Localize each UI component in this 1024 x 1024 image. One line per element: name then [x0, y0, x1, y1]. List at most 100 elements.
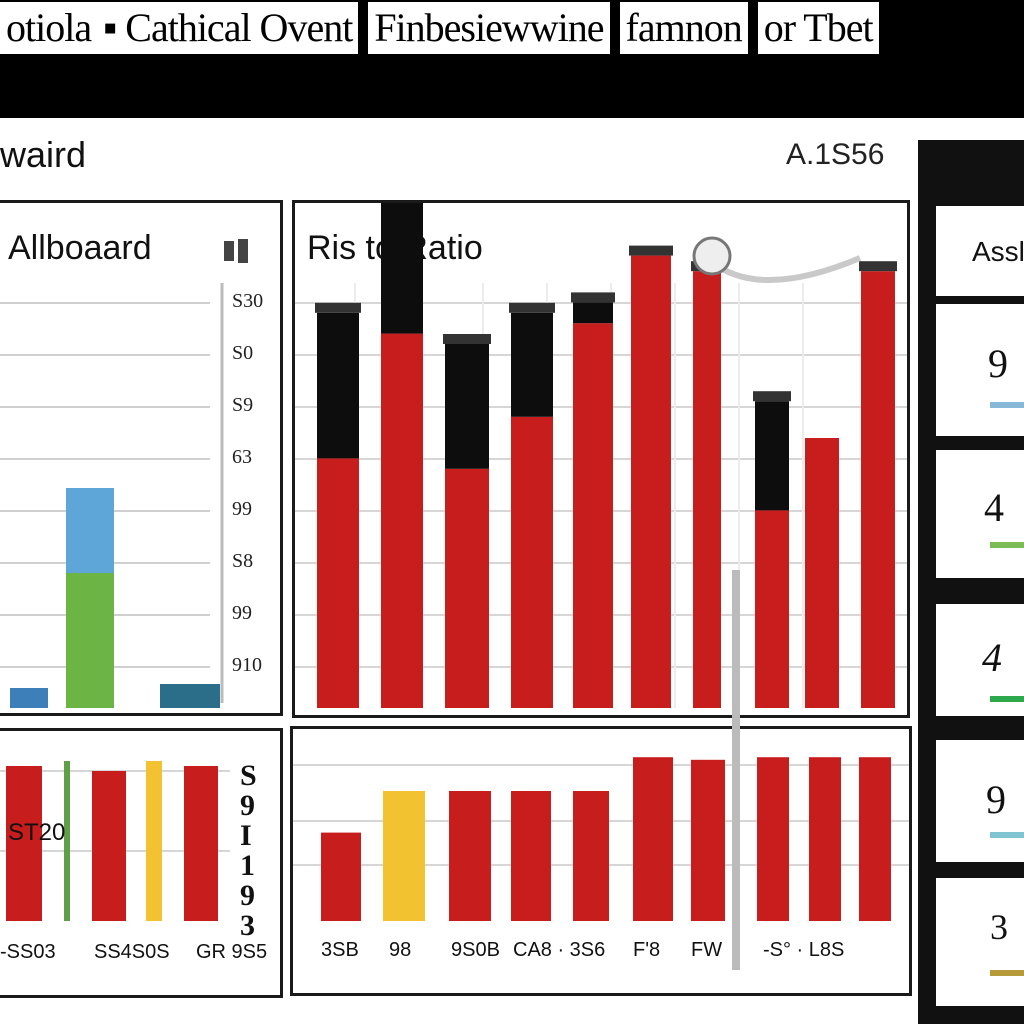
bar: [92, 771, 126, 921]
bar-black: [755, 401, 789, 511]
panel-title: Allboaard: [8, 229, 152, 267]
app-title: otiola ▪ Cathical Ovent Finbesiewwine famno…: [0, 2, 1024, 54]
side-label: I: [240, 819, 252, 852]
y-tick-label: 910: [232, 654, 262, 676]
kpi-accent-bar: [990, 402, 1024, 408]
y-tick-label: 63: [232, 446, 252, 468]
title-word-4: famnon: [619, 2, 748, 54]
title-bar: otiola ▪ Cathical Ovent Finbesiewwine famno…: [0, 0, 1024, 118]
kpi-card-4[interactable]: 9: [936, 740, 1024, 862]
kpi-value: 9: [988, 341, 1008, 386]
kpi-accent-bar: [990, 832, 1024, 838]
bottom-right-panel: 3SB 98 9S0B CA8 · 3S6 F'8 FW -S° · L8S: [290, 726, 912, 996]
chart-icon[interactable]: [222, 237, 256, 265]
kpi-card-assets[interactable]: Assl: [936, 206, 1024, 296]
kpi-value: 4: [982, 635, 1002, 680]
kpi-value: 4: [984, 485, 1004, 530]
bar: [859, 757, 891, 921]
kpi-accent-bar: [990, 542, 1024, 548]
bar-cap: [753, 391, 791, 402]
y-tick-label: 99: [232, 498, 252, 520]
title-word-1: otiola: [0, 2, 98, 54]
bar: [511, 791, 551, 921]
bar: [383, 791, 425, 921]
bar-cap: [315, 302, 361, 313]
bar: [757, 757, 789, 921]
bar-red: [631, 255, 671, 708]
bar-red: [317, 458, 359, 708]
kpi-value: 9: [986, 777, 1006, 822]
title-word-5: or Tbet: [757, 2, 879, 54]
title-word-2: ▪ Cathical Ovent: [97, 2, 359, 54]
left-chart-panel: Allboaard S30 S0 S9 63 99 S8 99 910: [0, 200, 283, 716]
bar-black: [317, 312, 359, 459]
dashboard-header: [0, 118, 920, 190]
kpi-accent-bar: [990, 970, 1024, 976]
bar-cap: [691, 261, 723, 272]
kpi-accent-bar: [990, 696, 1024, 702]
bar: [66, 573, 114, 708]
bar: [321, 832, 361, 921]
kpi-card-2[interactable]: 4: [936, 450, 1024, 578]
marker-bar: [146, 761, 162, 921]
x-label: -S° · L8S: [763, 939, 845, 961]
bar-red: [445, 468, 489, 708]
kpi-card-3[interactable]: 4: [936, 604, 1024, 716]
bar: [573, 791, 609, 921]
bar-red: [511, 416, 553, 708]
bar: [10, 688, 48, 708]
y-tick-label: S8: [232, 550, 253, 572]
kpi-card-5[interactable]: 3: [936, 878, 1024, 1006]
bar-red: [861, 271, 895, 708]
main-chart-panel: Ris to Ratio: [292, 200, 910, 718]
bar: [184, 766, 218, 921]
bar-red: [693, 271, 721, 708]
side-label: 9: [240, 789, 255, 822]
kpi-card-1[interactable]: 9: [936, 304, 1024, 436]
bar-cap: [629, 245, 673, 256]
x-label: CA8 · 3S6: [513, 939, 606, 961]
inline-label: ST20: [8, 819, 66, 846]
bar-cap: [509, 302, 555, 313]
x-label: FW: [691, 939, 723, 961]
bar-cap: [443, 334, 491, 344]
bar-black: [573, 302, 613, 324]
marker-line: [64, 761, 70, 921]
bar-black: [445, 344, 489, 469]
bar: [160, 684, 220, 708]
y-tick-label: 99: [232, 602, 252, 624]
bar: [449, 791, 491, 921]
version-label: A.1S56: [786, 138, 885, 171]
x-label: 3SB: [321, 939, 359, 961]
bar-red: [573, 323, 613, 708]
bar-red: [381, 333, 423, 708]
side-label: S: [240, 759, 257, 792]
bar: [633, 757, 673, 921]
bar-cap: [859, 261, 897, 272]
bar: [6, 766, 42, 921]
x-label: 98: [389, 939, 412, 961]
kpi-label: Assl: [972, 236, 1024, 267]
bar-black: [511, 312, 553, 417]
side-label: 1: [240, 849, 255, 882]
y-tick-label: S9: [232, 394, 253, 416]
side-label: 3: [240, 909, 255, 942]
y-tick-label: S30: [232, 290, 263, 312]
bar: [809, 757, 841, 921]
x-label: 9S0B: [451, 939, 500, 961]
x-label: SS4S0S: [94, 941, 170, 963]
side-label: 9: [240, 879, 255, 912]
kpi-value: 3: [990, 907, 1008, 947]
bar-red: [805, 438, 839, 708]
title-word-3: Finbesiewwine: [368, 2, 610, 54]
bar-red: [755, 510, 789, 708]
bar: [691, 759, 725, 921]
left-bar-chart: S30 S0 S9 63 99 S8 99 910: [0, 283, 263, 708]
x-label: GR 9S5: [196, 941, 268, 963]
x-label: F'8: [633, 939, 661, 961]
main-bar-chart: [295, 203, 907, 708]
bottom-right-bar-chart: [293, 757, 909, 921]
x-label: -SS03: [0, 941, 56, 963]
y-tick-label: S0: [232, 342, 253, 364]
